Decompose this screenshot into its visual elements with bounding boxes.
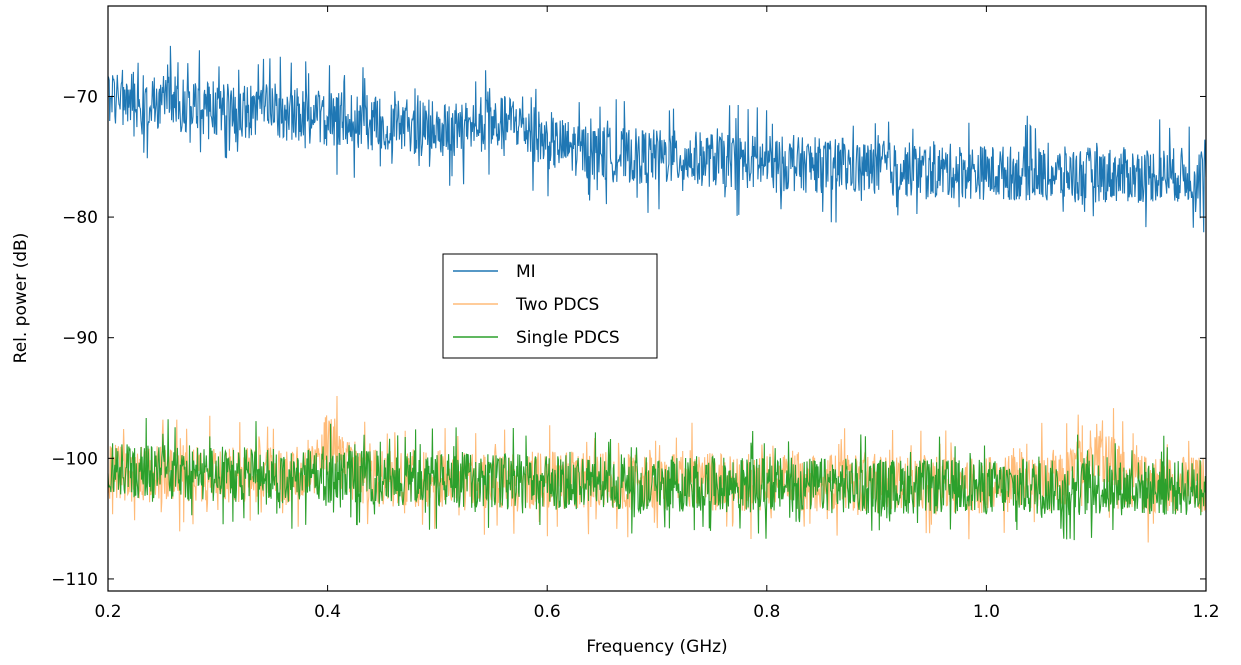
y-axis-label: Rel. power (dB)	[11, 233, 31, 364]
y-tick-label: −100	[51, 449, 98, 469]
y-tick-label: −70	[62, 87, 98, 107]
series-layer	[107, 45, 1207, 543]
legend-label-single-pdcs: Single PDCS	[516, 328, 620, 348]
legend-label-two-pdcs: Two PDCS	[515, 295, 599, 315]
x-axis-label: Frequency (GHz)	[586, 637, 727, 657]
x-tick-label: 1.2	[1192, 602, 1219, 622]
series-mi-line	[107, 45, 1207, 233]
series-single-pdcs-line	[107, 417, 1207, 541]
y-tick-label: −110	[51, 570, 98, 590]
x-tick-label: 0.2	[94, 602, 121, 622]
legend: MI Two PDCS Single PDCS	[442, 253, 658, 359]
y-tick-label: −80	[62, 208, 98, 228]
x-tick-label: 0.8	[753, 602, 780, 622]
y-tick-label: −90	[62, 329, 98, 349]
x-tick-label: 0.6	[534, 602, 561, 622]
x-tick-label: 1.0	[973, 602, 1000, 622]
plot-frame	[107, 5, 1207, 592]
ticks-layer: 0.2 0.4 0.6 0.8 1.0 1.2 −110 −100 −90 −80 −70	[51, 6, 1220, 622]
x-tick-label: 0.4	[314, 602, 341, 622]
legend-label-mi: MI	[516, 262, 536, 282]
